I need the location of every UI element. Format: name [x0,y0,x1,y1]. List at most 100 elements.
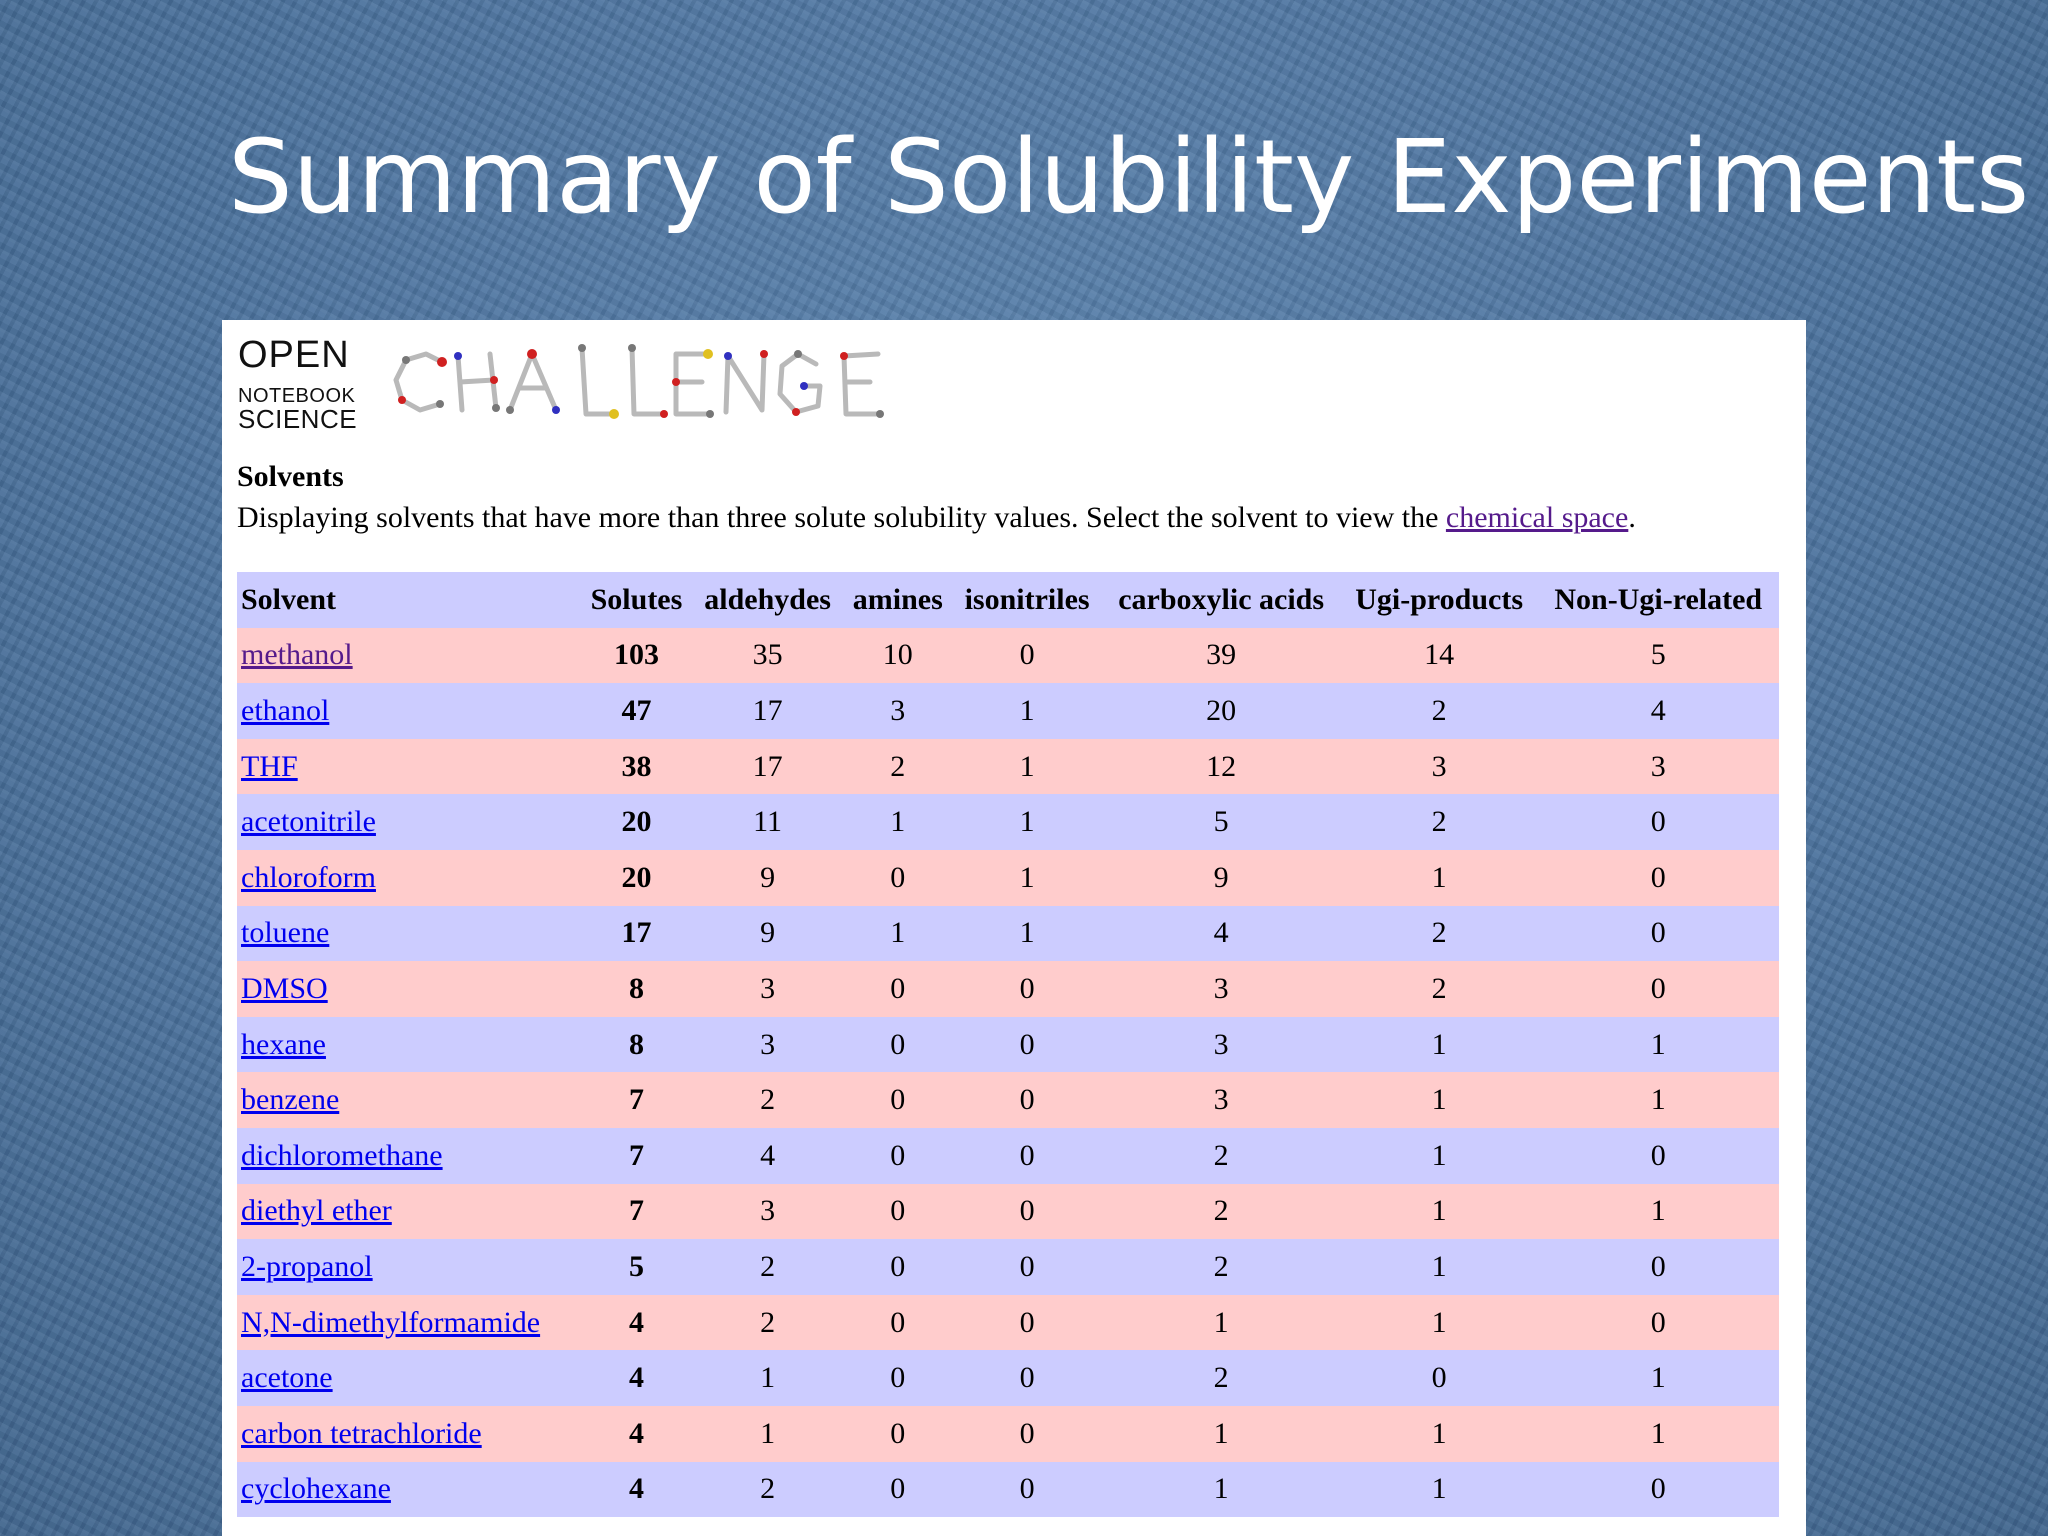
solvent-link[interactable]: cyclohexane [241,1472,391,1506]
solvent-link[interactable]: N,N-dimethylformamide [241,1305,541,1339]
cell-non-ugi: 0 [1650,1138,1666,1172]
solvent-link[interactable]: ethanol [241,693,330,727]
cell-aldehydes: 3 [760,1027,776,1061]
cell-ugi-products: 1 [1431,1083,1447,1117]
cell-aldehydes: 3 [760,1194,776,1228]
solvent-link[interactable]: benzene [241,1083,340,1117]
table-row: DMSO 8 3 0 0 3 2 0 [237,961,1779,1017]
column-header-amines: amines [852,582,943,616]
cell-non-ugi: 0 [1650,860,1666,894]
cell-amines: 0 [890,971,906,1005]
solvent-link[interactable]: carbon tetrachloride [241,1416,482,1450]
cell-ugi-products: 1 [1431,1194,1447,1228]
solvent-link[interactable]: hexane [241,1027,326,1061]
challenge-molecule-art [393,344,884,419]
cell-isonitriles: 0 [1019,1416,1035,1450]
cell-solvent: N,N-dimethylformamide [237,1295,581,1351]
table-row: diethyl ether 7 3 0 0 2 1 1 [237,1183,1779,1240]
cell-ugi-products: 2 [1431,693,1447,727]
description-text: Displaying solvents that have more than … [237,501,1446,534]
solvent-link[interactable]: THF [241,749,298,783]
cell-ugi-products: 2 [1431,971,1447,1005]
cell-aldehydes: 2 [760,1472,776,1506]
cell-ugi-products: 2 [1431,805,1447,839]
cell-amines: 0 [890,1138,906,1172]
column-header-solvent: Solvent [241,582,337,616]
solvent-link[interactable]: acetonitrile [241,805,376,839]
column-header-solutes: Solutes [590,582,683,616]
chemical-space-link[interactable]: chemical space [1445,501,1629,534]
cell-carboxylic-acids: 2 [1213,1194,1229,1228]
section-heading: Solvents [237,460,344,493]
logo-line-notebook: NOTEBOOK [238,385,356,407]
cell-isonitriles: 1 [1019,860,1035,894]
cell-aldehydes: 17 [752,693,783,727]
cell-amines: 2 [890,749,906,783]
cell-amines: 0 [890,1305,906,1339]
cell-solutes: 4 [628,1416,644,1450]
solvent-link[interactable]: dichloromethane [241,1138,443,1172]
cell-ugi-products: 2 [1431,916,1447,950]
cell-isonitriles: 0 [1019,1305,1035,1339]
cell-carboxylic-acids: 20 [1206,693,1237,727]
cell-ugi-products: 1 [1431,1472,1447,1506]
cell-aldehydes: 17 [752,749,783,783]
cell-isonitriles: 1 [1019,916,1035,950]
cell-solutes: 4 [628,1472,644,1506]
cell-ugi-products: 3 [1431,749,1447,783]
cell-solvent: chloroform [237,850,581,906]
open-notebook-science-logo: OPEN NOTEBOOK SCIENCE [238,334,938,432]
table-row: methanol 103 35 10 0 39 14 5 [237,627,1779,684]
cell-solvent: ethanol [237,683,581,739]
solvent-link[interactable]: DMSO [241,971,328,1005]
solvent-link[interactable]: diethyl ether [241,1194,392,1228]
cell-carboxylic-acids: 3 [1213,971,1229,1005]
solvent-link[interactable]: toluene [241,916,330,950]
cell-non-ugi: 4 [1650,693,1666,727]
cell-solutes: 4 [628,1361,644,1395]
cell-amines: 0 [890,1472,906,1506]
cell-non-ugi: 0 [1650,1472,1666,1506]
cell-ugi-products: 1 [1431,1138,1447,1172]
cell-carboxylic-acids: 3 [1213,1027,1229,1061]
cell-non-ugi: 0 [1650,916,1666,950]
cell-non-ugi: 0 [1650,971,1666,1005]
cell-solutes: 20 [621,860,652,894]
cell-solvent: acetone [237,1350,581,1406]
solvent-link[interactable]: chloroform [241,860,376,894]
cell-solvent: toluene [237,906,581,962]
cell-non-ugi: 0 [1650,1249,1666,1283]
cell-aldehydes: 11 [753,805,783,839]
cell-isonitriles: 0 [1019,1027,1035,1061]
cell-solutes: 8 [628,1027,644,1061]
table-body: methanol 103 35 10 0 39 14 5 ethanol 47 17 3 1 20 2 4 TH… [237,627,1779,1518]
cell-aldehydes: 2 [760,1249,776,1283]
cell-aldehydes: 9 [760,860,776,894]
cell-solutes: 20 [621,805,652,839]
solvent-link[interactable]: acetone [241,1361,333,1395]
cell-isonitriles: 0 [1019,638,1035,672]
cell-carboxylic-acids: 2 [1213,1249,1229,1283]
cell-carboxylic-acids: 1 [1213,1416,1229,1450]
cell-isonitriles: 1 [1019,693,1035,727]
column-header-isonitriles: isonitriles [964,582,1090,616]
cell-amines: 1 [890,805,906,839]
cell-aldehydes: 1 [760,1416,776,1450]
table-row: carbon tetrachloride 4 1 0 0 1 1 1 [237,1405,1779,1462]
cell-solvent: THF [237,739,581,795]
table-row: hexane 8 3 0 0 3 1 1 [237,1016,1779,1073]
table-row: acetonitrile 20 11 1 1 5 2 0 [237,794,1779,850]
cell-isonitriles: 0 [1019,971,1035,1005]
cell-solutes: 47 [621,693,652,727]
solvent-link[interactable]: 2-propanol [241,1249,373,1283]
cell-solvent: diethyl ether [237,1184,581,1240]
cell-isonitriles: 1 [1019,805,1035,839]
description-end: . [1628,501,1636,534]
solvent-link[interactable]: methanol [241,638,353,672]
cell-amines: 0 [890,1361,906,1395]
cell-carboxylic-acids: 39 [1206,638,1237,672]
section-description: Displaying solvents that have more than … [237,501,1636,535]
cell-carboxylic-acids: 5 [1213,805,1229,839]
cell-non-ugi: 1 [1650,1416,1666,1450]
cell-carboxylic-acids: 1 [1213,1472,1229,1506]
